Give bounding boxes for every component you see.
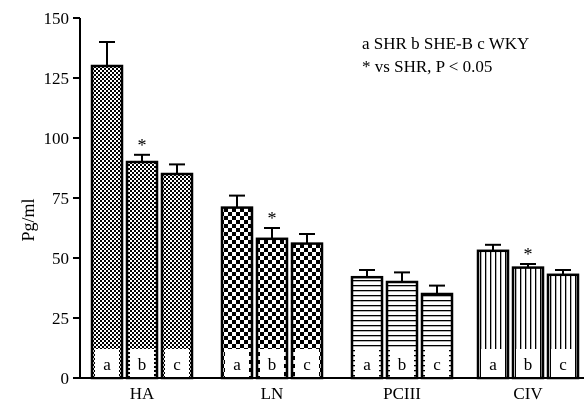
y-tick-label: 150 [44, 9, 70, 28]
y-axis-label: Pg/ml [18, 198, 38, 241]
y-tick-label: 125 [44, 69, 70, 88]
bar-letter-box [165, 349, 189, 377]
bar-letter-label: b [268, 355, 277, 374]
bar-letter-label: c [303, 355, 311, 374]
x-tick-label: PCIII [383, 384, 421, 403]
bar-letter-box [295, 349, 319, 377]
bar-letter-box [95, 349, 119, 377]
legend-significance-note: * vs SHR, P < 0.05 [362, 57, 493, 76]
bar-b-HA [125, 160, 159, 380]
bar-c-HA [160, 172, 194, 380]
x-tick-label: HA [130, 384, 155, 403]
y-tick-label: 0 [61, 369, 70, 388]
y-tick-label: 75 [52, 189, 69, 208]
bar-letter-box [260, 349, 284, 377]
bar-letter-box [130, 349, 154, 377]
bar-letter-box [425, 349, 449, 377]
x-tick-label: LN [261, 384, 284, 403]
bar-letter-box [551, 349, 575, 377]
bar-letter-label: c [559, 355, 567, 374]
significance-marker: * [268, 208, 277, 228]
significance-marker: * [524, 244, 533, 264]
bar-letter-box [481, 349, 505, 377]
significance-marker: * [138, 135, 147, 155]
bar-letter-label: b [138, 355, 147, 374]
bar-letter-box [516, 349, 540, 377]
bar-letter-label: a [233, 355, 241, 374]
x-tick-label: CIV [513, 384, 543, 403]
bar-a-HA [90, 64, 124, 380]
bar-letter-label: b [524, 355, 533, 374]
bar-letter-box [390, 349, 414, 377]
bar-letter-label: a [363, 355, 371, 374]
y-tick-label: 100 [44, 129, 70, 148]
bar-letter-label: a [489, 355, 497, 374]
bar-letter-box [225, 349, 249, 377]
bar-letter-label: c [433, 355, 441, 374]
bar-letter-label: c [173, 355, 181, 374]
y-tick-label: 25 [52, 309, 69, 328]
plot-area: 0 25 50 75 100 125 150 a b * c HA a b * c LN a b c PCIII a b * c… [44, 9, 580, 403]
bar-letter-box [355, 349, 379, 377]
y-tick-label: 50 [52, 249, 69, 268]
bar-letter-label: a [103, 355, 111, 374]
legend-series-key: a SHR b SHE-B c WKY [362, 34, 530, 53]
bar-letter-label: b [398, 355, 407, 374]
